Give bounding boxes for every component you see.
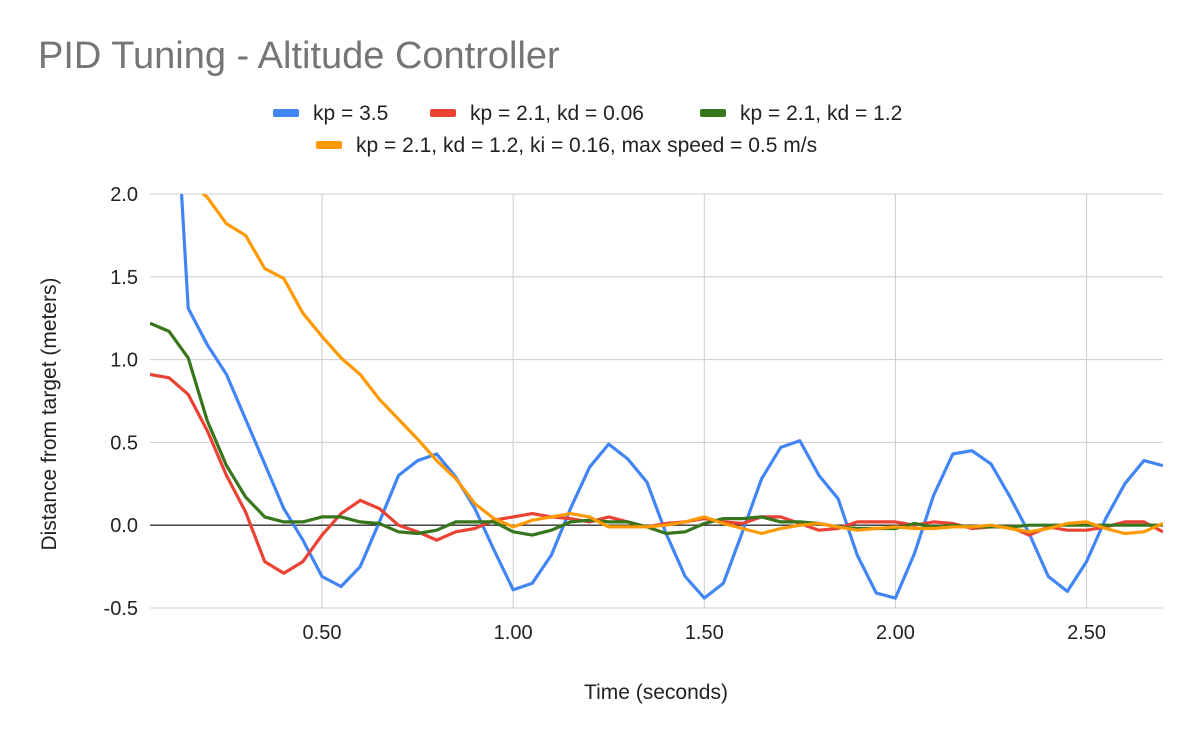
series-line-4 bbox=[201, 194, 1163, 536]
legend-label: kp = 2.1, kd = 0.06 bbox=[470, 102, 644, 125]
legend-swatch bbox=[316, 141, 342, 149]
legend-label: kp = 2.1, kd = 1.2 bbox=[740, 102, 902, 125]
y-tick-label: 0.5 bbox=[110, 432, 138, 454]
x-tick-label: 1.50 bbox=[685, 622, 724, 644]
legend-swatch bbox=[430, 109, 456, 117]
legend: kp = 3.5 kp = 2.1, kd = 0.06 kp = 2.1, kd … bbox=[273, 102, 902, 157]
x-axis-ticks: 0.50 1.00 1.50 2.00 2.50 bbox=[303, 622, 1106, 644]
y-tick-label: 2.0 bbox=[110, 184, 138, 206]
series-line-2 bbox=[150, 372, 1163, 575]
x-axis-title: Time (seconds) bbox=[584, 681, 728, 704]
y-axis-ticks: -0.5 0.0 0.5 1.0 1.5 2.0 bbox=[104, 184, 138, 620]
legend-label: kp = 2.1, kd = 1.2, ki = 0.16, max speed… bbox=[356, 134, 817, 157]
grid bbox=[150, 193, 1163, 609]
series-lines bbox=[150, 194, 1163, 600]
y-tick-label: -0.5 bbox=[104, 598, 138, 620]
legend-swatch bbox=[700, 109, 726, 117]
y-tick-label: 1.0 bbox=[110, 350, 138, 372]
x-tick-label: 1.00 bbox=[494, 622, 533, 644]
y-tick-label: 1.5 bbox=[110, 267, 138, 289]
legend-label: kp = 3.5 bbox=[313, 102, 388, 125]
x-tick-label: 2.50 bbox=[1067, 622, 1106, 644]
chart-title: PID Tuning - Altitude Controller bbox=[38, 35, 560, 77]
series-line-1 bbox=[179, 194, 1163, 600]
y-axis-title: Distance from target (meters) bbox=[38, 277, 61, 550]
legend-swatch bbox=[273, 109, 299, 117]
y-tick-label: 0.0 bbox=[110, 515, 138, 537]
x-tick-label: 2.00 bbox=[876, 622, 915, 644]
x-tick-label: 0.50 bbox=[303, 622, 342, 644]
